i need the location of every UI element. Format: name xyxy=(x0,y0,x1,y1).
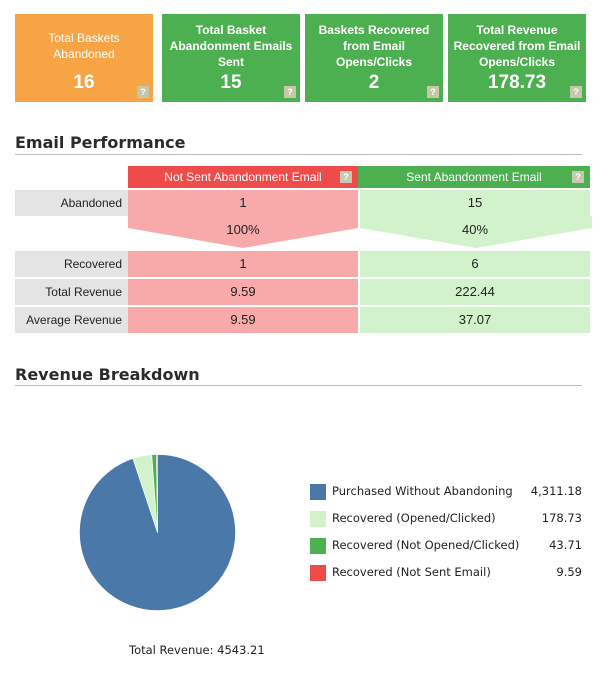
row-label-recovered: Recovered xyxy=(15,251,128,277)
email-performance-table: Not Sent Abandonment Email ? Sent Abando… xyxy=(15,166,592,334)
legend-item: Recovered (Not Opened/Clicked) 43.71 xyxy=(310,537,582,555)
kpi-title: Total Baskets Abandoned xyxy=(48,31,120,61)
revenue-breakdown-title: Revenue Breakdown xyxy=(15,365,200,384)
legend-item: Recovered (Not Sent Email) 9.59 xyxy=(310,564,582,582)
recovery-rate-not-sent: 100% xyxy=(226,222,260,237)
funnel-arrows xyxy=(128,216,592,248)
kpi-revenue-recovered: Total Revenue Recovered from Email Opens… xyxy=(448,14,586,102)
column-header-label: Not Sent Abandonment Email xyxy=(164,170,322,184)
help-icon[interactable]: ? xyxy=(427,86,439,98)
total-revenue-sent: 222.44 xyxy=(360,279,590,305)
kpi-baskets-recovered: Baskets Recovered from Email Opens/Click… xyxy=(305,14,443,102)
column-header-label: Sent Abandonment Email xyxy=(406,170,542,184)
abandoned-sent: 15 xyxy=(360,190,590,216)
legend-value: 4,311.18 xyxy=(530,484,582,498)
legend-item: Purchased Without Abandoning 4,311.18 xyxy=(310,483,582,501)
kpi-emails-sent: Total Basket Abandonment Emails Sent 15 … xyxy=(162,14,300,102)
legend-label: Purchased Without Abandoning xyxy=(332,484,513,498)
kpi-title: Baskets Recovered from Email Opens/Click… xyxy=(318,23,430,69)
kpi-total-baskets-abandoned: Total Baskets Abandoned 16 ? xyxy=(15,14,153,102)
kpi-cards: Total Baskets Abandoned 16 ? Total Baske… xyxy=(15,14,595,102)
legend-swatch xyxy=(310,511,326,527)
legend-label: Recovered (Opened/Clicked) xyxy=(332,511,496,525)
email-performance-title: Email Performance xyxy=(15,133,186,152)
help-icon[interactable]: ? xyxy=(340,171,352,183)
kpi-title: Total Basket Abandonment Emails Sent xyxy=(169,23,293,69)
legend-value: 178.73 xyxy=(541,511,582,525)
recovered-not-sent: 1 xyxy=(128,251,358,277)
legend-value: 9.59 xyxy=(556,565,582,579)
row-label-total-revenue: Total Revenue xyxy=(15,279,128,305)
help-icon[interactable]: ? xyxy=(137,86,149,98)
kpi-value: 16 xyxy=(73,72,95,93)
recovered-sent: 6 xyxy=(360,251,590,277)
column-header-sent: Sent Abandonment Email ? xyxy=(358,166,590,188)
legend-label: Recovered (Not Sent Email) xyxy=(332,565,491,579)
column-header-not-sent: Not Sent Abandonment Email ? xyxy=(128,166,358,188)
help-icon[interactable]: ? xyxy=(570,86,582,98)
legend-label: Recovered (Not Opened/Clicked) xyxy=(332,538,520,552)
average-revenue-not-sent: 9.59 xyxy=(128,307,358,333)
legend-swatch xyxy=(310,538,326,554)
kpi-value: 178.73 xyxy=(487,72,547,93)
section-divider xyxy=(15,385,582,386)
row-label-abandoned: Abandoned xyxy=(15,190,128,216)
total-revenue-not-sent: 9.59 xyxy=(128,279,358,305)
row-label-average-revenue: Average Revenue xyxy=(15,307,128,333)
section-divider xyxy=(15,154,582,155)
revenue-pie-chart xyxy=(79,454,236,611)
kpi-title: Total Revenue Recovered from Email Opens… xyxy=(453,23,581,69)
recovery-rate-sent: 40% xyxy=(461,222,489,237)
pie-slice-recovered-not-sent-email xyxy=(156,454,158,533)
help-icon[interactable]: ? xyxy=(284,86,296,98)
legend-value: 43.71 xyxy=(549,538,582,552)
abandoned-not-sent: 1 xyxy=(128,190,358,216)
funnel-arrow-sent xyxy=(360,216,592,248)
kpi-value: 2 xyxy=(368,72,380,93)
total-revenue-label: Total Revenue: 4543.21 xyxy=(129,643,265,657)
kpi-value: 15 xyxy=(220,72,242,93)
legend-swatch xyxy=(310,484,326,500)
help-icon[interactable]: ? xyxy=(572,171,584,183)
average-revenue-sent: 37.07 xyxy=(360,307,590,333)
funnel-arrow-not-sent xyxy=(128,216,358,248)
legend-swatch xyxy=(310,565,326,581)
legend-item: Recovered (Opened/Clicked) 178.73 xyxy=(310,510,582,528)
